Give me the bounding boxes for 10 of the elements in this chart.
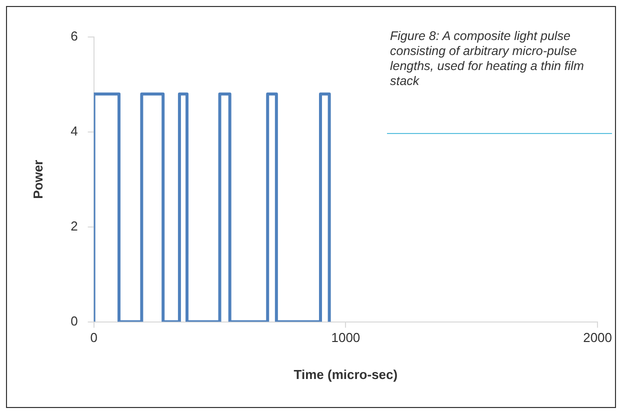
x-tick-label: 0 [90,330,98,346]
y-tick-label: 0 [70,313,78,328]
y-tick-label: 4 [70,124,78,139]
x-tick-label: 1000 [331,330,360,346]
y-axis-title: Power [30,160,46,199]
x-axis-title: Time (micro-sec) [294,366,398,382]
annotation: Figure 8: A composite light pulse consisting of arbitrary micro-pulse lengths, used for heating a thin film stack [390,29,585,89]
x-tick-label: 2000 [583,330,612,346]
y-tick-label: 2 [70,218,78,234]
y-tick-label: 6 [70,28,78,44]
